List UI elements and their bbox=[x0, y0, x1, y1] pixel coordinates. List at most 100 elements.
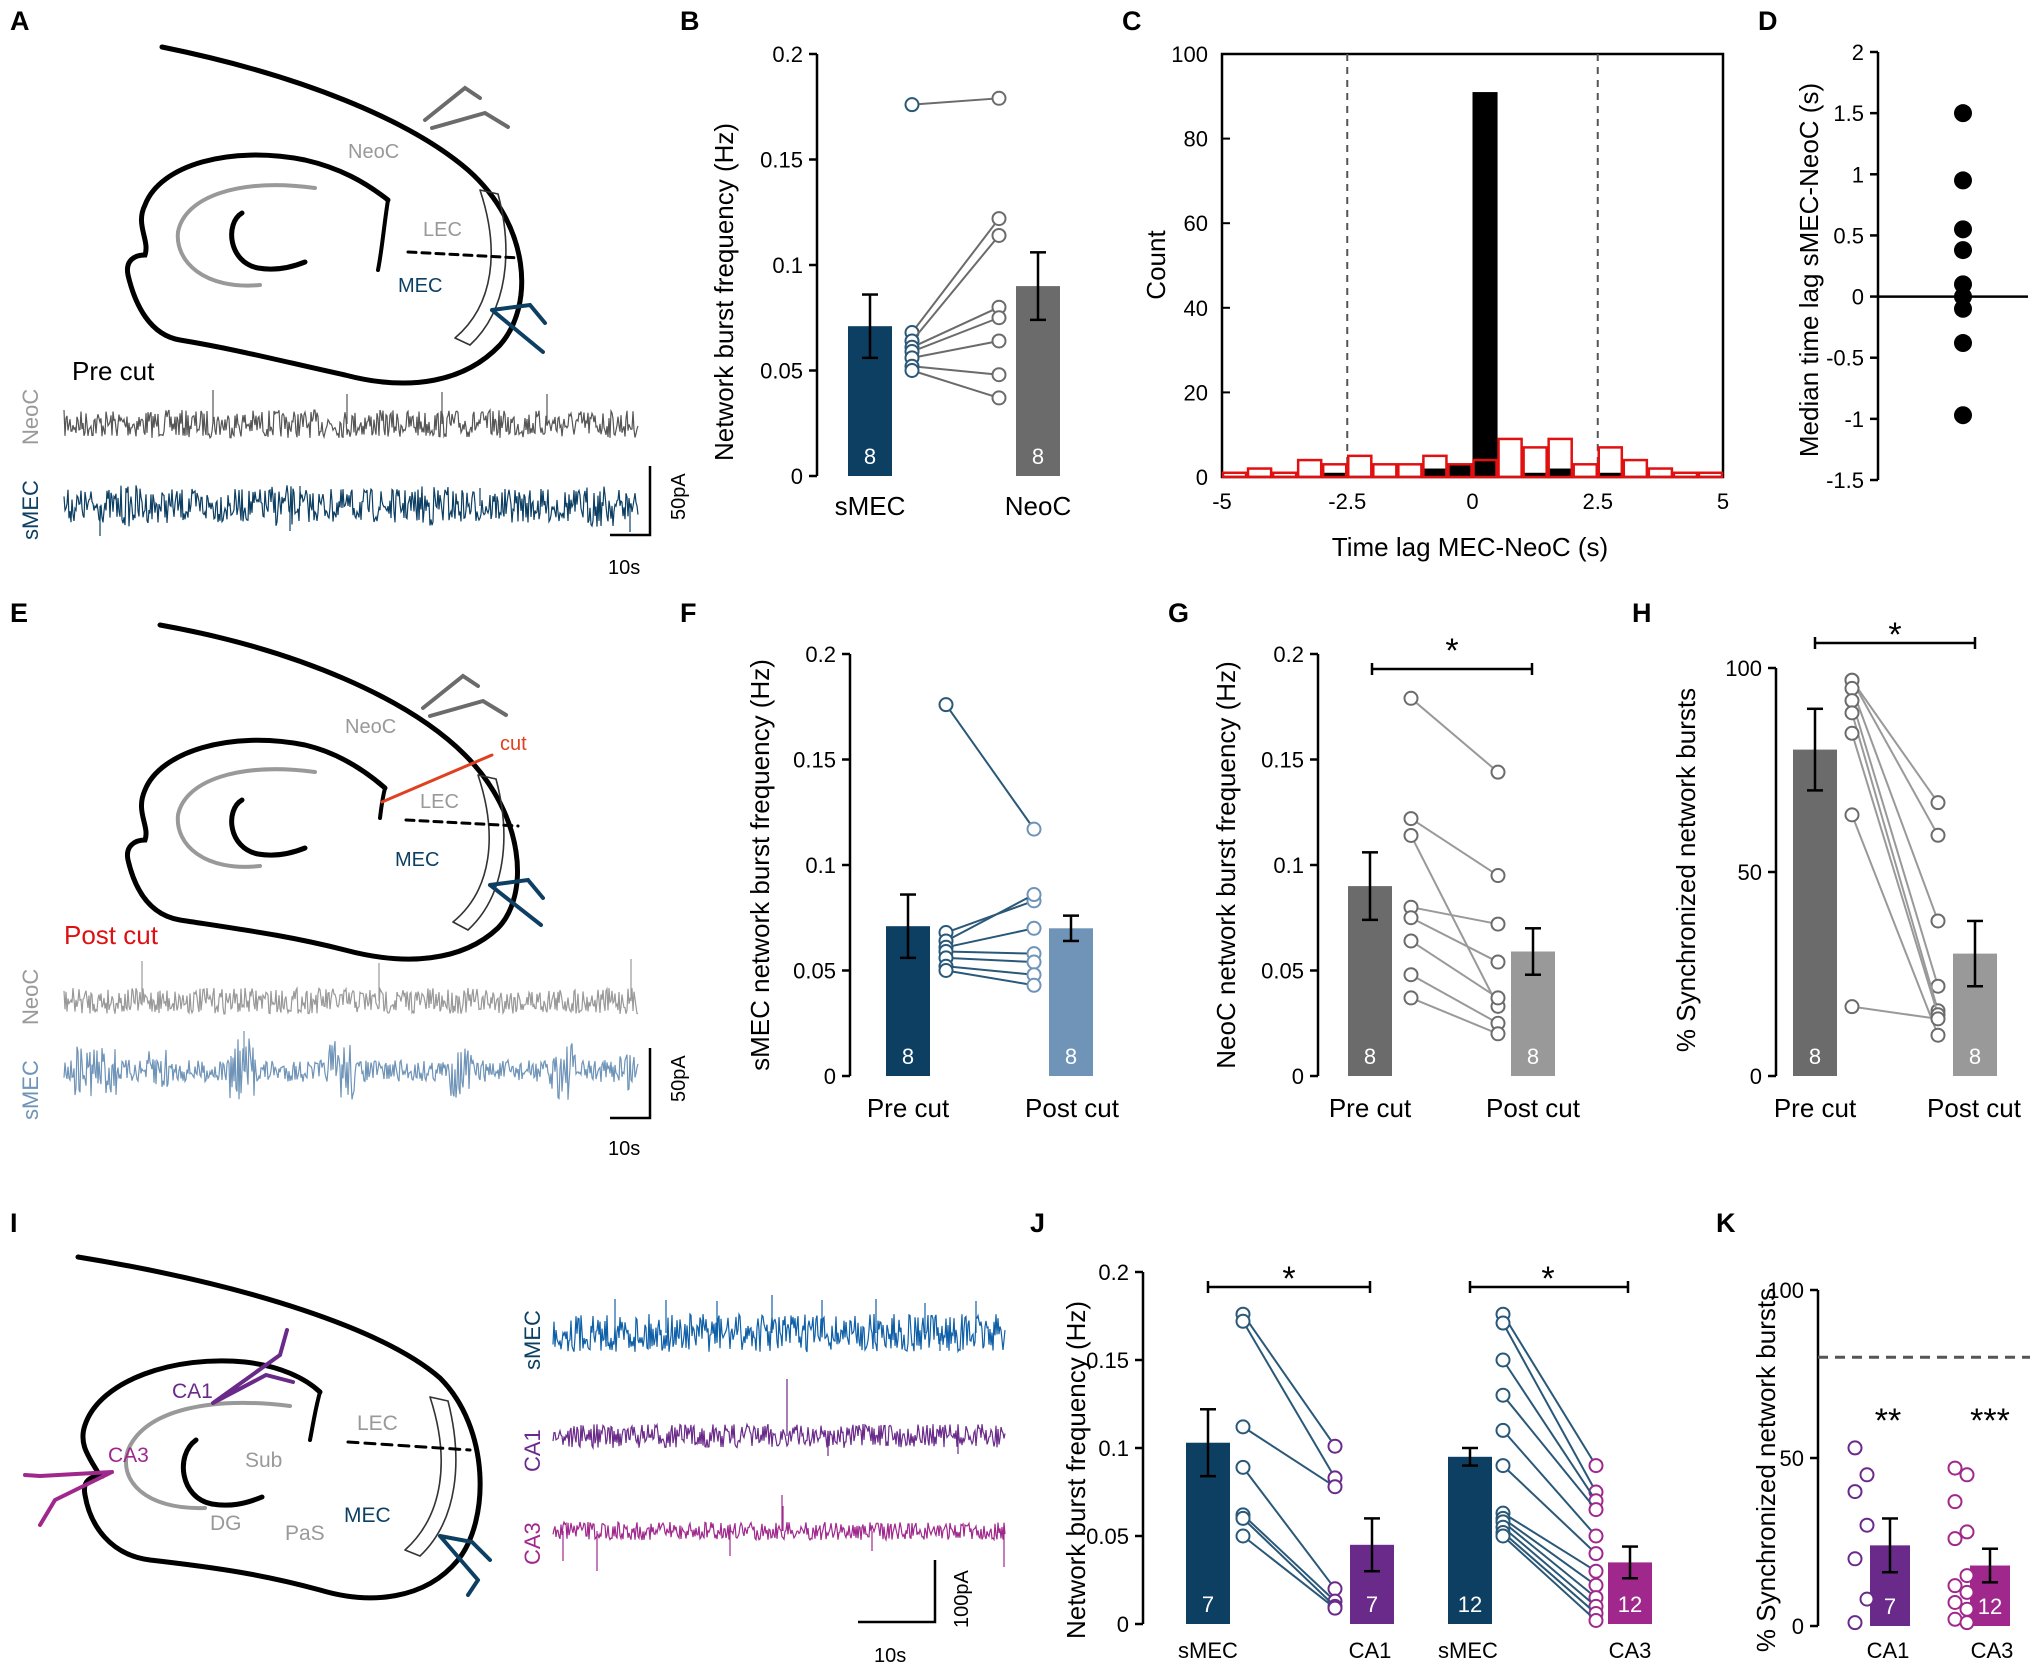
sub-label-i: Sub bbox=[245, 1449, 282, 1472]
j-ca1-pair-line bbox=[1242, 1320, 1336, 1479]
g-y-tick-label: 0 bbox=[1292, 1064, 1304, 1089]
j-ca3-point bbox=[1588, 1546, 1604, 1562]
category-label-f-1: Post cut bbox=[1025, 1093, 1120, 1123]
c-ytick-label: 100 bbox=[1171, 42, 1208, 67]
j-ca1-pair-line bbox=[1242, 1466, 1336, 1590]
c-ytick-label: 20 bbox=[1184, 380, 1208, 405]
h-point bbox=[1844, 999, 1860, 1015]
b-y-tick-label: 0.05 bbox=[760, 359, 803, 384]
significance-j-1: * bbox=[1541, 1260, 1554, 1298]
dg-outline-a bbox=[229, 210, 308, 272]
j-ca3-point bbox=[1495, 1315, 1511, 1331]
c-xtick-label: 0 bbox=[1466, 489, 1478, 514]
category-label-k-1: CA3 bbox=[1971, 1638, 2014, 1663]
k-ca3-point bbox=[1947, 1494, 1963, 1510]
g-point bbox=[1403, 811, 1419, 827]
b-point bbox=[904, 97, 920, 113]
j-ca3-point bbox=[1495, 1352, 1511, 1368]
c-observed-bar bbox=[1322, 472, 1348, 477]
condition-label-e: Post cut bbox=[64, 920, 159, 950]
j-ca1-n-label: 7 bbox=[1366, 1592, 1378, 1617]
j-y-tick-label: 0.15 bbox=[1086, 1348, 1129, 1373]
category-label-j-0: sMEC bbox=[1178, 1638, 1238, 1663]
g-pair-line bbox=[1410, 916, 1499, 963]
ylabel-d: Median time lag sMEC-NeoC (s) bbox=[1794, 83, 1824, 457]
k-ca3-point bbox=[1947, 1611, 1963, 1627]
brain-diagram-e: NeoC cut LEC MEC bbox=[124, 622, 545, 962]
trace-label-neoc-a: NeoC bbox=[18, 389, 43, 445]
category-label-f-0: Pre cut bbox=[867, 1093, 950, 1123]
j-ca1-point bbox=[1327, 1438, 1343, 1454]
j-ca3-pair-line bbox=[1502, 1464, 1597, 1555]
j-ca1-point bbox=[1327, 1479, 1343, 1495]
panel-letter-h: H bbox=[1632, 598, 1652, 628]
category-label-j-3: CA3 bbox=[1609, 1638, 1652, 1663]
condition-label-a: Pre cut bbox=[72, 356, 155, 386]
g-point bbox=[1490, 990, 1506, 1006]
g-point bbox=[1403, 933, 1419, 949]
panel-letter-e: E bbox=[10, 598, 28, 628]
k-ca1-point bbox=[1847, 1551, 1863, 1567]
j-ca3-pair-line bbox=[1502, 1535, 1597, 1622]
scale-x-label-e: 10s bbox=[608, 1138, 640, 1160]
c-xtick-label: -5 bbox=[1212, 489, 1232, 514]
g-point bbox=[1490, 1026, 1506, 1042]
g-pair-line bbox=[1410, 906, 1499, 926]
f-point bbox=[1026, 887, 1042, 903]
chart-c: Count Time lag MEC-NeoC (s) 0 20 40 60 80 100… bbox=[1141, 42, 1729, 562]
d-y-tick-label: 0.5 bbox=[1833, 223, 1864, 248]
trace-smec-i bbox=[552, 1295, 1006, 1354]
c-shuffled-bar bbox=[1572, 463, 1598, 479]
k-y-tick-label: 100 bbox=[1767, 1278, 1804, 1303]
cut-line-e bbox=[380, 753, 494, 804]
ylabel-h: % Synchronized network bursts bbox=[1671, 688, 1701, 1052]
hippocampus-gray-i bbox=[124, 1400, 292, 1511]
scale-y-label-i: 100pA bbox=[951, 1570, 973, 1628]
b-y-tick-label: 0.1 bbox=[772, 253, 803, 278]
trace-ca3-i bbox=[552, 1495, 1006, 1571]
chart-h: % Synchronized network bursts Pre cut Po… bbox=[1671, 616, 2022, 1123]
c-shuffled-bar bbox=[1221, 471, 1248, 479]
f-point bbox=[938, 697, 954, 713]
c-observed-bar bbox=[1597, 472, 1623, 477]
scale-bar-e bbox=[610, 1048, 652, 1120]
d-point bbox=[1954, 104, 1972, 123]
marks-c bbox=[1221, 54, 1724, 479]
c-shuffled-bar bbox=[1647, 467, 1674, 479]
h-point bbox=[1930, 978, 1946, 994]
g-pair-line bbox=[1410, 997, 1499, 1035]
h-pre-bar bbox=[1793, 749, 1837, 1076]
neoc-electrode-e bbox=[421, 673, 508, 718]
j-ca3-n-label: 12 bbox=[1618, 1592, 1642, 1617]
d-y-tick-label: 2 bbox=[1852, 40, 1864, 65]
k-ca3-point bbox=[1947, 1578, 1963, 1594]
k-y-tick-label: 50 bbox=[1780, 1446, 1804, 1471]
j-ca3-pair-line bbox=[1502, 1512, 1597, 1573]
b-y-tick-label: 0.2 bbox=[772, 42, 803, 67]
f-point bbox=[1026, 821, 1042, 837]
c-ytick-label: 60 bbox=[1184, 211, 1208, 236]
yticks-j: 0 0.05 0.1 0.15 0.2 bbox=[1086, 1260, 1145, 1637]
j-ca1-point bbox=[1235, 1510, 1251, 1526]
f-point bbox=[1026, 954, 1042, 970]
trace-label-smec-a: sMEC bbox=[18, 480, 43, 540]
g-point bbox=[1403, 967, 1419, 983]
h-pair-line bbox=[1851, 712, 1939, 1011]
j-ca3-pair-line bbox=[1502, 1521, 1597, 1599]
ca3-label-i: CA3 bbox=[108, 1444, 149, 1467]
h-point bbox=[1930, 1011, 1946, 1027]
scale-x-label-a: 10s bbox=[608, 557, 640, 579]
j-smec-2-n-label: 12 bbox=[1458, 1592, 1482, 1617]
scale-bar-i bbox=[858, 1560, 937, 1624]
brain-outline-a bbox=[124, 44, 525, 386]
j-ca1-pair-line bbox=[1242, 1535, 1336, 1609]
ylabel-k: % Synchronized network bursts bbox=[1751, 1288, 1781, 1652]
c-ytick-label: 40 bbox=[1184, 296, 1208, 321]
chart-j: Network burst frequency (Hz) sMEC CA1 sM… bbox=[1061, 1260, 1652, 1663]
k-ca3-point bbox=[1947, 1531, 1963, 1547]
f-point bbox=[1026, 920, 1042, 936]
f-pair-line bbox=[945, 956, 1035, 964]
marks-d bbox=[1878, 104, 2028, 425]
